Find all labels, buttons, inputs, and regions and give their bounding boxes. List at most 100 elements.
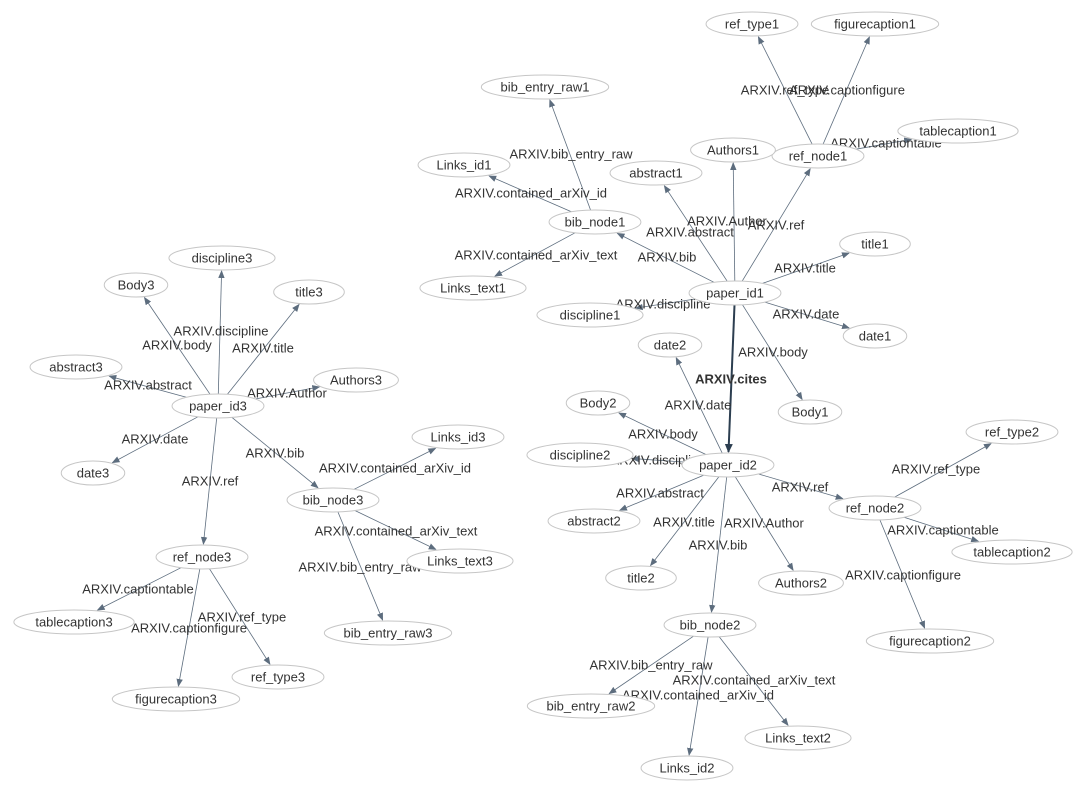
edge-ref_node1-to-ref_type1[interactable] bbox=[757, 36, 813, 145]
edge-paper_id1-to-discipline1[interactable] bbox=[634, 298, 696, 311]
node-links-text1[interactable]: Links_text1 bbox=[419, 275, 527, 301]
edge-paper_id3-to-date3[interactable] bbox=[111, 416, 199, 464]
edge-ref_node2-to-ref_type2[interactable] bbox=[894, 443, 992, 498]
node-ref-node3[interactable]: ref_node3 bbox=[155, 544, 249, 570]
node-figurecaption1[interactable]: figurecaption1 bbox=[810, 11, 940, 37]
node-figurecaption3[interactable]: figurecaption3 bbox=[111, 686, 241, 712]
edge-paper_id2-to-bib_node2[interactable] bbox=[709, 476, 728, 613]
edge-ref_node3-to-tablecaption3[interactable] bbox=[96, 567, 182, 611]
node-title1[interactable]: title1 bbox=[839, 231, 911, 257]
edge-bib_node1-to-Links_id1[interactable] bbox=[488, 175, 572, 213]
edge-paper_id3-to-Body3[interactable] bbox=[143, 296, 211, 395]
edge-labels-layer: ARXIV.citesARXIV.refARXIV.AuthorARXIV.ab… bbox=[82, 83, 999, 703]
node-label: bib_entry_raw2 bbox=[547, 699, 636, 714]
node-label: paper_id1 bbox=[706, 286, 764, 301]
edge-paper_id1-to-ref_node1[interactable] bbox=[741, 167, 811, 282]
edge-bib_node3-to-Links_id3[interactable] bbox=[353, 447, 437, 490]
node-tablecaption1[interactable]: tablecaption1 bbox=[897, 118, 1019, 144]
node-body3[interactable]: Body3 bbox=[103, 272, 169, 298]
node-authors1[interactable]: Authors1 bbox=[690, 137, 776, 163]
node-figurecaption2[interactable]: figurecaption2 bbox=[865, 628, 995, 654]
edge-paper_id3-to-Authors3[interactable] bbox=[255, 385, 321, 400]
node-authors3[interactable]: Authors3 bbox=[313, 367, 399, 393]
node-abstract3[interactable]: abstract3 bbox=[29, 354, 123, 380]
edge-ref_node1-to-tablecaption1[interactable] bbox=[855, 137, 913, 150]
node-bib-entry-raw1[interactable]: bib_entry_raw1 bbox=[480, 74, 610, 100]
node-paper-id1[interactable]: paper_id1 bbox=[688, 280, 782, 306]
edge-paper_id1-to-Authors1[interactable] bbox=[730, 162, 737, 282]
node-ellipse bbox=[609, 160, 703, 186]
edge-paper_id2-to-title2[interactable] bbox=[649, 476, 720, 567]
edge-paper_id3-to-title3[interactable] bbox=[227, 303, 300, 395]
edge-paper_id3-to-abstract3[interactable] bbox=[108, 374, 187, 398]
node-ref-node1[interactable]: ref_node1 bbox=[771, 143, 865, 169]
edge-label: ARXIV.Author bbox=[247, 386, 327, 401]
edge-ref_node2-to-figurecaption2[interactable] bbox=[879, 519, 925, 629]
edge-bib_node2-to-Links_text2[interactable] bbox=[718, 636, 789, 726]
edge-bib_node1-to-Links_text1[interactable] bbox=[494, 232, 576, 277]
node-label: Links_id1 bbox=[437, 158, 492, 173]
edge-ref_node2-to-tablecaption2[interactable] bbox=[903, 516, 980, 543]
node-ref-node2[interactable]: ref_node2 bbox=[828, 495, 922, 521]
edge-label: ARXIV.date bbox=[122, 432, 189, 447]
edge-ref_node1-to-figurecaption1[interactable] bbox=[822, 36, 870, 145]
node-bib-entry-raw2[interactable]: bib_entry_raw2 bbox=[526, 693, 656, 719]
node-bib-node2[interactable]: bib_node2 bbox=[663, 612, 757, 638]
edge-paper_id1-to-Body1[interactable] bbox=[742, 304, 803, 401]
edge-paper_id2-to-ref_node2[interactable] bbox=[758, 473, 844, 500]
edge-bib_node2-to-Links_id2[interactable] bbox=[687, 636, 709, 756]
node-bib-entry-raw3[interactable]: bib_entry_raw3 bbox=[323, 620, 453, 646]
node-links-text3[interactable]: Links_text3 bbox=[406, 548, 514, 574]
node-ellipse bbox=[231, 664, 325, 690]
node-date1[interactable]: date1 bbox=[842, 323, 908, 349]
edge-paper_id1-to-date1[interactable] bbox=[764, 301, 851, 330]
node-abstract1[interactable]: abstract1 bbox=[609, 160, 703, 186]
edge-bib_node2-to-bib_entry_raw2[interactable] bbox=[608, 635, 694, 695]
node-date2[interactable]: date2 bbox=[637, 332, 703, 358]
edge-bib_node3-to-bib_entry_raw3[interactable] bbox=[337, 511, 383, 621]
node-ref-type3[interactable]: ref_type3 bbox=[231, 664, 325, 690]
edge-bib_node3-to-Links_text3[interactable] bbox=[354, 510, 437, 550]
node-authors2[interactable]: Authors2 bbox=[758, 570, 844, 596]
node-discipline3[interactable]: discipline3 bbox=[168, 245, 276, 271]
edge-paper_id3-to-ref_node3[interactable] bbox=[200, 417, 218, 545]
node-title2[interactable]: title2 bbox=[605, 565, 677, 591]
edge-paper_id2-to-discipline2[interactable] bbox=[631, 455, 684, 463]
node-abstract2[interactable]: abstract2 bbox=[547, 508, 641, 534]
edge-bib_node1-to-bib_entry_raw1[interactable] bbox=[549, 99, 591, 211]
edge-paper_id2-to-Body2[interactable] bbox=[618, 412, 707, 455]
node-tablecaption2[interactable]: tablecaption2 bbox=[951, 539, 1073, 565]
edge-ref_node3-to-figurecaption3[interactable] bbox=[176, 568, 201, 687]
node-ref-type2[interactable]: ref_type2 bbox=[965, 419, 1059, 445]
edge-paper_id1-to-bib_node1[interactable] bbox=[616, 232, 715, 283]
node-links-id2[interactable]: Links_id2 bbox=[640, 755, 734, 781]
node-body2[interactable]: Body2 bbox=[565, 390, 631, 416]
edge-paper_id2-to-Authors2[interactable] bbox=[734, 476, 794, 572]
edge-paper_id2-to-abstract2[interactable] bbox=[618, 474, 704, 511]
edge-line bbox=[549, 99, 591, 211]
edge-paper_id1-to-paper_id2[interactable] bbox=[724, 304, 736, 453]
node-date3[interactable]: date3 bbox=[60, 460, 126, 486]
edge-line bbox=[718, 636, 789, 726]
node-title3[interactable]: title3 bbox=[273, 279, 345, 305]
edge-paper_id3-to-bib_node3[interactable] bbox=[231, 417, 319, 489]
node-bib-node3[interactable]: bib_node3 bbox=[286, 487, 380, 513]
node-links-text2[interactable]: Links_text2 bbox=[744, 725, 852, 751]
edge-line bbox=[762, 252, 850, 284]
node-discipline2[interactable]: discipline2 bbox=[526, 442, 634, 468]
edge-paper_id3-to-discipline3[interactable] bbox=[217, 270, 225, 395]
node-tablecaption3[interactable]: tablecaption3 bbox=[13, 609, 135, 635]
edge-paper_id1-to-abstract1[interactable] bbox=[663, 184, 728, 282]
edge-paper_id1-to-title1[interactable] bbox=[762, 252, 850, 284]
node-links-id3[interactable]: Links_id3 bbox=[411, 424, 505, 450]
node-paper-id3[interactable]: paper_id3 bbox=[171, 393, 265, 419]
edge-paper_id2-to-date2[interactable] bbox=[675, 356, 723, 454]
node-bib-node1[interactable]: bib_node1 bbox=[548, 209, 642, 235]
node-ref-type1[interactable]: ref_type1 bbox=[705, 11, 799, 37]
edge-ref_node3-to-ref_type3[interactable] bbox=[209, 568, 271, 666]
node-label: Body1 bbox=[792, 405, 829, 420]
node-discipline1[interactable]: discipline1 bbox=[536, 302, 644, 328]
node-body1[interactable]: Body1 bbox=[777, 399, 843, 425]
node-links-id1[interactable]: Links_id1 bbox=[417, 152, 511, 178]
node-paper-id2[interactable]: paper_id2 bbox=[681, 452, 775, 478]
